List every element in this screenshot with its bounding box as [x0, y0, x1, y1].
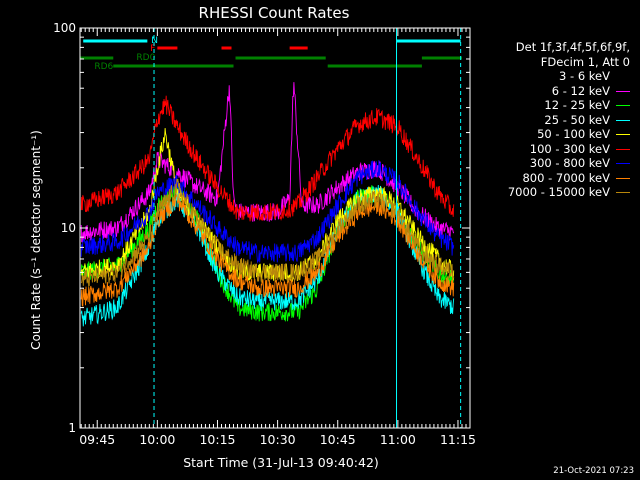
legend-swatch — [616, 90, 630, 92]
legend-swatch — [616, 192, 630, 193]
x-tick-label-0: 09:45 — [79, 432, 115, 447]
x-tick-label-1: 10:00 — [139, 432, 175, 447]
legend-swatch — [616, 134, 630, 135]
legend-item-0: 3 - 6 keV — [470, 69, 630, 84]
series-7 — [80, 192, 455, 308]
legend-label: 6 - 12 keV — [551, 83, 610, 98]
legend: Det 1f,3f,4f,5f,6f,9f, FDecim 1, Att 0 3… — [470, 40, 630, 200]
legend-item-1: 6 - 12 keV — [470, 84, 630, 99]
legend-item-7: 800 - 7000 keV — [470, 171, 630, 186]
legend-swatch — [616, 177, 630, 179]
y-axis-label: Count Rate (s⁻¹ detector segment⁻¹) — [29, 130, 43, 350]
y-tick-label-1: 10 — [61, 221, 76, 235]
series-5 — [80, 95, 455, 222]
svg-text:Count Rate (s⁻¹ detector segme: Count Rate (s⁻¹ detector segment⁻¹) — [29, 130, 43, 350]
legend-label: 3 - 6 keV — [559, 69, 610, 83]
legend-label: 25 - 50 keV — [544, 112, 610, 127]
legend-item-5: 100 - 300 keV — [470, 142, 630, 157]
legend-item-4: 50 - 100 keV — [470, 127, 630, 142]
legend-label: 100 - 300 keV — [529, 141, 610, 156]
legend-swatch — [616, 105, 630, 106]
x-tick-label-2: 10:15 — [199, 432, 235, 447]
y-tick-label-2: 100 — [53, 21, 76, 35]
x-axis-label: Start Time (31-Jul-13 09:40:42) — [183, 455, 379, 470]
legend-label: 7000 - 15000 keV — [507, 185, 610, 199]
series-6 — [80, 160, 455, 264]
legend-label: 800 - 7000 keV — [522, 170, 610, 185]
legend-item-3: 25 - 50 keV — [470, 113, 630, 128]
legend-swatch — [616, 148, 630, 150]
y-tick-label-0: 1 — [68, 421, 76, 435]
x-tick-label-4: 10:45 — [320, 432, 356, 447]
legend-item-6: 300 - 800 keV — [470, 156, 630, 171]
x-tick-label-5: 11:00 — [380, 432, 416, 447]
legend-swatch — [616, 76, 630, 77]
chart-title: RHESSI Count Rates — [199, 4, 350, 22]
rd6-label: RD6 — [94, 62, 113, 72]
legend-item-8: 7000 - 15000 keV — [470, 185, 630, 200]
legend-swatch — [616, 163, 630, 164]
legend-item-2: 12 - 25 keV — [470, 98, 630, 113]
x-tick-label-6: 11:15 — [440, 432, 476, 447]
legend-header-decim: FDecim 1, Att 0 — [540, 54, 630, 69]
flare-label: F — [150, 44, 155, 54]
legend-header-detectors: Det 1f,3f,4f,5f,6f,9f, — [515, 40, 630, 54]
timestamp: 21-Oct-2021 07:23 — [553, 466, 634, 476]
legend-label: 300 - 800 keV — [529, 156, 610, 170]
series-8 — [80, 178, 455, 288]
night-label: N — [151, 36, 158, 46]
rd0-label: RD0 — [136, 53, 155, 63]
legend-swatch — [616, 119, 630, 121]
legend-label: 50 - 100 keV — [537, 127, 610, 141]
x-tick-label-3: 10:30 — [260, 432, 296, 447]
legend-label: 12 - 25 keV — [544, 98, 610, 112]
